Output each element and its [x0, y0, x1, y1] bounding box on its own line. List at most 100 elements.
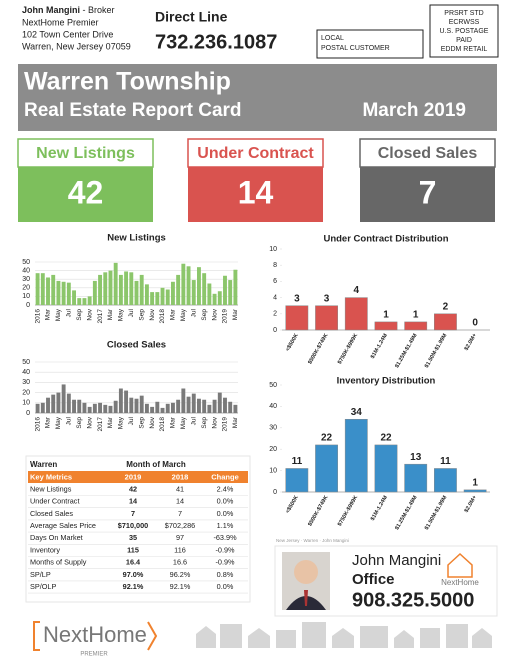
x-tick-label: $1.25M-$1.49M: [394, 332, 419, 369]
bar: [404, 321, 428, 331]
y-tick-label: 40: [22, 267, 30, 274]
bar: [155, 292, 160, 305]
bar: [197, 398, 201, 413]
bar: [77, 298, 82, 305]
x-tick-label: <$500K: [285, 495, 300, 515]
photo-tie: [304, 590, 308, 606]
bar: [103, 272, 108, 305]
x-tick-label: $2.0M+: [464, 333, 478, 352]
value-label: 3: [324, 293, 330, 304]
x-tick-label: Mar: [170, 308, 177, 320]
x-tick-label: Jul: [66, 416, 73, 425]
bar: [374, 321, 398, 331]
bar: [46, 277, 50, 305]
bar: [155, 401, 160, 413]
table-cell: Under Contract: [30, 497, 79, 506]
x-tick-label: Mar: [170, 416, 177, 428]
value-label: 2: [443, 301, 449, 312]
bar: [223, 275, 227, 305]
x-tick-label: May: [55, 308, 62, 321]
postage-line: ECRWSS: [449, 19, 480, 26]
bar: [129, 272, 134, 305]
y-tick-label: 40: [22, 369, 30, 376]
x-tick-label: Nov: [149, 308, 156, 320]
table-header: Change: [211, 472, 239, 481]
table-cell: 7: [131, 509, 135, 518]
bar: [212, 293, 217, 305]
bar: [72, 399, 76, 413]
y-tick-label: 6: [273, 278, 277, 285]
bar: [434, 468, 457, 493]
x-tick-label: 2019: [222, 309, 229, 324]
table-cell: 42: [129, 484, 137, 493]
table-cell: 7: [178, 509, 182, 518]
bar: [285, 468, 309, 493]
x-tick-label: 2016: [34, 417, 41, 432]
table-cell: 97.0%: [123, 570, 144, 579]
y-tick-label: 0: [26, 302, 30, 309]
bar: [46, 397, 50, 413]
x-tick-label: Mar: [232, 416, 239, 428]
table-cell: SP/OLP: [30, 582, 56, 591]
bar: [124, 390, 129, 413]
bar: [139, 395, 144, 413]
x-tick-label: 2017: [97, 417, 104, 432]
x-tick-label: May: [118, 308, 125, 321]
table-cell: 35: [129, 533, 137, 542]
bar: [150, 292, 155, 305]
x-tick-label: $750K-$999K: [337, 495, 359, 528]
table-cell: 0.0%: [217, 497, 234, 506]
table-cell: 14: [176, 497, 184, 506]
y-tick-label: 0: [273, 489, 277, 496]
postage-line: EDDM RETAIL: [441, 46, 488, 53]
bar: [51, 394, 56, 413]
bar: [160, 287, 165, 305]
table-header: 2019: [125, 472, 142, 481]
bar: [129, 397, 134, 413]
bar: [56, 392, 61, 413]
x-tick-label: 2016: [34, 309, 41, 324]
sender-name: John Mangini: [22, 5, 80, 15]
bar: [434, 313, 457, 331]
sender-company: NextHome Premier: [22, 17, 99, 27]
y-tick-label: 40: [269, 403, 277, 410]
bar: [35, 273, 40, 305]
bar: [35, 403, 40, 413]
x-tick-label: Nov: [86, 416, 93, 428]
bar: [315, 444, 338, 493]
table-cell: 92.1%: [170, 582, 191, 591]
x-tick-label: $1.25M-$1.49M: [394, 494, 419, 531]
table-cell: New Listings: [30, 484, 72, 493]
agent-caption: New Jersey · Warren · John Mangini: [276, 538, 349, 543]
x-tick-label: Nov: [211, 308, 218, 320]
x-tick-label: <$500K: [285, 333, 300, 353]
y-tick-label: 0: [26, 410, 30, 417]
table-cell: 97: [176, 533, 184, 542]
value-label: 1: [383, 310, 389, 321]
y-tick-label: 30: [22, 379, 30, 386]
x-tick-label: $500K-$749K: [307, 333, 329, 366]
bar: [217, 291, 222, 305]
value-label: 0: [472, 318, 478, 329]
x-tick-label: May: [180, 416, 187, 429]
y-tick-label: 20: [22, 389, 30, 396]
bar: [92, 403, 97, 413]
table-subtitle: Month of March: [126, 460, 186, 469]
table-cell: 2.4%: [217, 484, 234, 493]
value-label: 11: [292, 456, 303, 467]
bar: [212, 399, 217, 413]
bar: [51, 274, 56, 305]
bar: [124, 271, 129, 305]
x-tick-label: 2018: [159, 309, 166, 324]
direct-phone: 732.236.1087: [155, 31, 277, 53]
direct-label: Direct Line: [155, 9, 228, 25]
kpi-value: 42: [68, 174, 104, 210]
kpi-value: 14: [238, 174, 274, 210]
bar: [118, 274, 123, 305]
bracket-right: [147, 621, 158, 651]
footer-sub: PREMIER: [80, 652, 108, 658]
table-cell: -63.9%: [213, 533, 237, 542]
x-tick-label: Mar: [107, 308, 114, 320]
sender-city: Warren, New Jersey 07059: [22, 41, 131, 51]
table-cell: Months of Supply: [30, 558, 87, 567]
